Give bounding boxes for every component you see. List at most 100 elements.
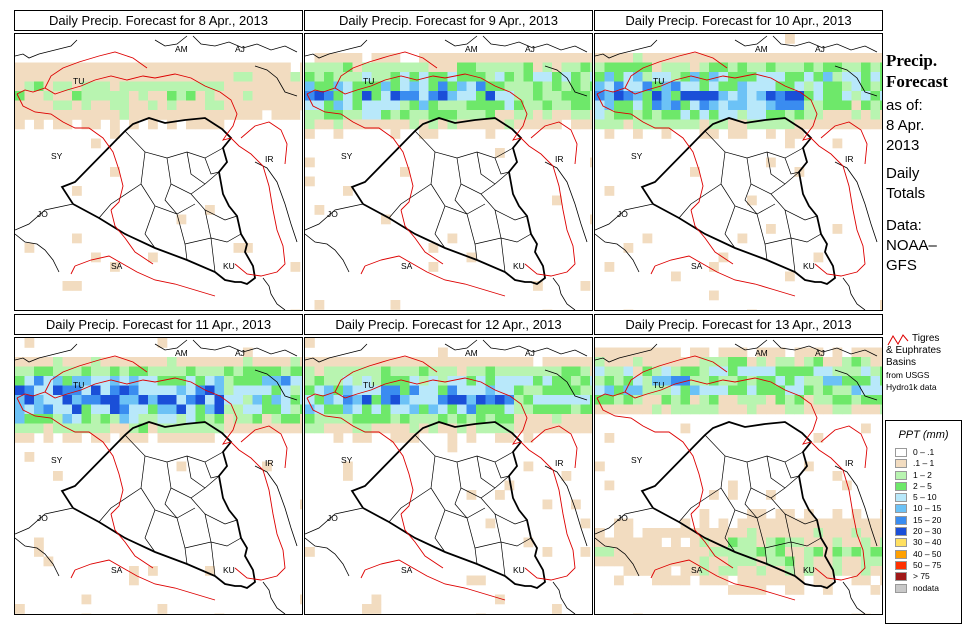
precip-cell	[381, 214, 391, 225]
precip-cell	[661, 376, 672, 386]
precip-cell	[604, 537, 615, 548]
precip-cell	[804, 547, 814, 557]
precip-cell	[823, 53, 833, 63]
precip-cell	[794, 91, 805, 101]
precip-cell	[785, 271, 795, 282]
precip-cell	[595, 100, 605, 111]
precip-cell	[623, 556, 634, 567]
country-label-jo: JO	[617, 513, 628, 523]
precip-cell	[766, 72, 776, 82]
precip-cell	[15, 385, 25, 396]
precip-cell	[823, 547, 833, 557]
province-border	[454, 183, 468, 215]
precip-cell	[438, 404, 448, 415]
precip-cell	[690, 357, 700, 367]
precip-cell	[595, 385, 605, 396]
precip-cell	[661, 53, 672, 63]
precip-cell	[614, 556, 624, 567]
precip-cell	[680, 385, 691, 396]
precip-cell	[324, 376, 334, 386]
precip-cell	[880, 376, 882, 386]
precip-cell	[504, 395, 515, 405]
precip-cell	[718, 566, 729, 576]
precip-cell	[333, 119, 344, 130]
precip-cell	[271, 62, 282, 73]
precip-cell	[623, 243, 634, 253]
precip-cell	[129, 575, 139, 586]
precip-cell	[24, 62, 35, 73]
precip-cell	[870, 62, 881, 73]
precip-cell	[224, 404, 234, 415]
precip-cell	[333, 414, 344, 424]
country-border	[834, 465, 878, 547]
precip-cell	[129, 72, 139, 82]
precip-cell	[804, 62, 814, 73]
precip-cell	[262, 357, 272, 367]
precip-cell	[485, 110, 496, 120]
precip-cell	[252, 62, 263, 73]
precip-cell	[233, 366, 244, 377]
precip-cell	[34, 62, 44, 73]
country-label-tu: TU	[653, 76, 664, 86]
precip-cell	[813, 433, 824, 443]
precip-cell	[571, 423, 581, 434]
province-border	[204, 461, 220, 479]
precip-cell	[333, 72, 344, 82]
precip-cell	[485, 385, 496, 396]
province-border	[744, 487, 758, 519]
precip-cell	[785, 366, 795, 377]
precip-cell	[623, 53, 634, 63]
precip-cell	[766, 490, 776, 500]
precip-cell	[390, 357, 401, 367]
precip-cell	[243, 404, 253, 415]
precip-cell	[343, 395, 353, 405]
country-border	[254, 65, 298, 97]
precip-cell	[34, 357, 44, 367]
precip-cell	[652, 528, 662, 538]
precip-cell	[476, 385, 486, 396]
precip-cell	[870, 91, 881, 101]
precip-cell	[642, 376, 653, 386]
precip-cell	[737, 385, 748, 396]
precip-cell	[129, 91, 139, 101]
precip-cell	[333, 395, 344, 405]
precip-cell	[709, 566, 719, 576]
precip-cell	[728, 566, 738, 576]
precip-cell	[243, 423, 253, 434]
precip-cell	[485, 119, 496, 130]
precip-cell	[43, 433, 54, 443]
precip-cell	[314, 119, 325, 130]
precip-cell	[785, 72, 795, 82]
precip-cell	[785, 528, 795, 538]
precip-cell	[580, 110, 591, 120]
precip-cell	[633, 62, 643, 73]
precip-cell	[15, 91, 25, 101]
precip-cell	[100, 357, 111, 367]
precip-cell	[590, 110, 592, 120]
precip-cell	[794, 62, 805, 73]
province-border	[466, 517, 478, 565]
precip-cell	[561, 414, 572, 424]
precip-cell	[718, 537, 729, 548]
basin-boundary	[16, 377, 286, 581]
precip-cell	[24, 366, 35, 377]
province-border	[494, 461, 510, 479]
precip-cell	[813, 119, 824, 130]
precip-cell	[186, 62, 196, 73]
legend-item: 10 – 15	[895, 503, 961, 514]
precip-cell	[262, 376, 272, 386]
precip-cell	[861, 119, 871, 130]
precip-cell	[447, 110, 458, 120]
precip-cell	[813, 100, 824, 111]
precip-cell	[642, 537, 653, 548]
country-border	[834, 65, 878, 97]
precip-cell	[15, 81, 25, 92]
precip-cell	[485, 366, 496, 377]
precip-cell	[523, 110, 534, 120]
precip-cell	[595, 357, 605, 367]
precip-cell	[419, 395, 429, 405]
precip-cell	[880, 91, 882, 101]
precip-cell	[352, 404, 363, 415]
precip-cell	[243, 357, 253, 367]
precip-cell	[438, 100, 448, 111]
